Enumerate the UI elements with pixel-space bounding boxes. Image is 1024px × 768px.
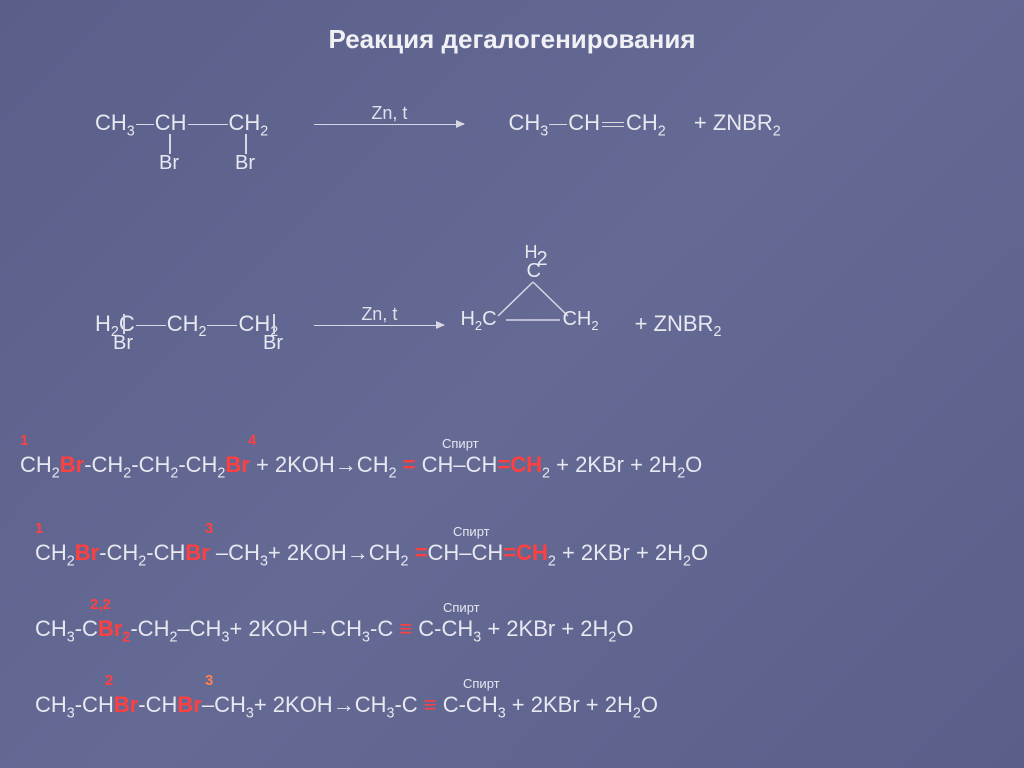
r2-br2: Br: [263, 332, 283, 355]
r1-prod-ch2-c: CH: [626, 110, 658, 135]
eq5-num22: 2,2: [90, 596, 111, 613]
r1-ch3-c: CH: [95, 110, 127, 135]
r1-prod-ch3-c: CH: [509, 110, 541, 135]
vbond: [245, 134, 247, 154]
equation-3: 1 4 Спирт CH2Br-CH2-CH2-CH2Br + 2KOH→CH2…: [20, 452, 702, 481]
bond: [207, 325, 237, 326]
reaction-2: H2CCH2CH2 Br Br Zn, t H2 C H2C CH2 + ZNB…: [95, 290, 935, 360]
r1-br1: Br: [159, 152, 179, 175]
eq4-num3: 3: [205, 520, 213, 537]
bond: [136, 325, 166, 326]
bond: [549, 124, 567, 125]
r1-prod-ch3-3: 3: [540, 123, 548, 139]
reaction-1-formula: CH3CHCH2 Br Br Zn, t CH3CHCH2 + ZNBR2: [95, 110, 935, 139]
r1-ch: CH: [155, 110, 187, 135]
reaction-arrow: Zn, t: [314, 124, 464, 125]
r1-plus-znbr: + ZNBR: [694, 110, 773, 135]
double-bond: [602, 122, 624, 127]
arrow-label: Zn, t: [314, 103, 464, 124]
r2-ch2a-2: 2: [199, 324, 207, 340]
slide-title: Реакция дегалогенирования: [0, 24, 1024, 55]
cyclopropane: H2 C H2C CH2: [478, 290, 588, 360]
equation-4: 1 3 Спирт CH2Br-CH2-CHBr –CH3+ 2KOH→CH2 …: [35, 540, 708, 569]
cyclo-left: H2C: [460, 308, 496, 333]
r1-br2: Br: [235, 152, 255, 175]
bond: [136, 124, 154, 125]
reaction-1: CH3CHCH2 Br Br Zn, t CH3CHCH2 + ZNBR2: [95, 110, 935, 139]
eq4-num1: 1: [35, 520, 43, 537]
eq6-text: CH3-CHBr-CHBr–CH3+ 2KOH→CH3-C ≡ C-CH3 + …: [35, 692, 658, 721]
r1-znbr-2: 2: [773, 123, 781, 139]
r2-znbr-2: 2: [713, 324, 721, 340]
eq5-spirt: Спирт: [443, 600, 480, 615]
eq6-spirt: Спирт: [463, 676, 500, 691]
r1-prod-ch: CH: [568, 110, 600, 135]
reaction-arrow: Zn, t: [314, 325, 444, 326]
r2-h: H: [95, 311, 111, 336]
vbond: [123, 314, 125, 334]
eq3-num1: 1: [20, 432, 28, 449]
eq6-num3: 3: [205, 672, 213, 689]
eq4-spirt: Спирт: [453, 524, 490, 539]
cyclo-right: CH2: [562, 308, 598, 333]
eq3-spirt: Спирт: [442, 436, 479, 451]
cyclo-top-c: C: [526, 260, 540, 283]
eq3-num4: 4: [248, 432, 256, 449]
arrow-label: Zn, t: [314, 304, 444, 325]
r1-ch2-2: 2: [260, 123, 268, 139]
reaction-2-formula: H2CCH2CH2 Br Br Zn, t H2 C H2C CH2 + ZNB…: [95, 290, 935, 360]
equation-5: 2,2 Спирт CH3-CBr2-CH2–CH3+ 2KOH→CH3-C ≡…: [35, 616, 634, 645]
eq6-num2: 2: [105, 672, 113, 689]
bond: [188, 124, 228, 125]
r2-br1: Br: [113, 332, 133, 355]
eq5-text: CH3-CBr2-CH2–CH3+ 2KOH→CH3-C ≡ C-CH3 + 2…: [35, 616, 634, 645]
r1-prod-ch2-2: 2: [658, 123, 666, 139]
r1-ch3-3: 3: [127, 123, 135, 139]
r2-ch2a-c: CH: [167, 311, 199, 336]
r1-ch2-c: CH: [229, 110, 261, 135]
eq3-text: CH2Br-CH2-CH2-CH2Br + 2KOH→CH2 = CH–CH=C…: [20, 452, 702, 481]
r2-plus-znbr: + ZNBR: [635, 311, 714, 336]
vbond: [169, 134, 171, 154]
vbond: [273, 314, 275, 334]
eq4-text: CH2Br-CH2-CHBr –CH3+ 2KOH→CH2 =CH–CH=CH2…: [35, 540, 708, 569]
equation-6: 2 3 Спирт CH3-CHBr-CHBr–CH3+ 2KOH→CH3-C …: [35, 692, 658, 721]
